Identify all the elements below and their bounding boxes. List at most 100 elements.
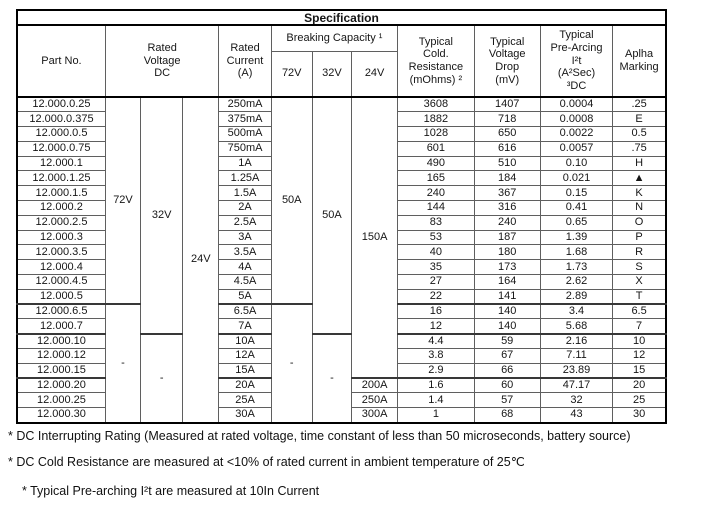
cold-resistance-cell: 12 [397, 318, 475, 335]
rated-current-cell: 250mA [218, 96, 272, 113]
pre-arcing-cell: 0.021 [539, 170, 614, 187]
alpha-marking-cell: 6.5 [612, 303, 667, 320]
rated-current-cell: 3A [218, 229, 272, 246]
pre-arcing-cell: 0.0057 [539, 140, 614, 157]
part-no-cell: 12.000.4 [16, 259, 106, 276]
rated-current-cell: 1A [218, 155, 272, 172]
cold-resistance-cell: 240 [397, 185, 475, 202]
cold-resistance-cell: 22 [397, 288, 475, 305]
cold-resistance-cell: 53 [397, 229, 475, 246]
cold-resistance-cell: 2.9 [397, 362, 475, 379]
table-header: Specification Part No. Rated Voltage DC … [16, 9, 667, 98]
pre-arcing-cell: 0.0004 [539, 96, 614, 113]
rated-current-cell: 4A [218, 259, 272, 276]
cold-resistance-cell: 3608 [397, 96, 475, 113]
footnote-cold-resistance: * DC Cold Resistance are measured at <10… [8, 455, 525, 469]
rated-current-cell: 3.5A [218, 244, 272, 261]
voltage-drop-cell: 173 [473, 259, 541, 276]
part-no-cell: 12.000.6.5 [16, 303, 106, 320]
specification-table: Specification Part No. Rated Voltage DC … [16, 9, 667, 424]
part-no-cell: 12.000.2 [16, 200, 106, 216]
footnote-interrupting-rating: * DC Interrupting Rating (Measured at ra… [8, 429, 631, 443]
header-rated-current: Rated Current (A) [218, 24, 272, 98]
rated-current-cell: 500mA [218, 126, 272, 142]
part-no-cell: 12.000.0.25 [16, 96, 106, 113]
cold-resistance-cell: 165 [397, 170, 475, 187]
table-row: 12.000.1 1A 490 510 0.10 H [16, 155, 667, 172]
table-row: 12.000.30 30A 300A 1 68 43 30 [16, 407, 667, 424]
voltage-drop-cell: 1407 [473, 96, 541, 113]
pre-arcing-cell: 2.89 [539, 288, 614, 305]
rated-voltage-72v-cell: - [104, 303, 142, 424]
table-row: 12.000.3.5 3.5A 40 180 1.68 R [16, 244, 667, 261]
voltage-drop-cell: 240 [473, 214, 541, 231]
pre-arcing-cell: 3.4 [539, 303, 614, 320]
pre-arcing-cell: 2.62 [539, 274, 614, 290]
voltage-drop-cell: 616 [473, 140, 541, 157]
header-breaking-32v: 32V [311, 50, 353, 98]
rated-current-cell: 25A [218, 392, 272, 409]
pre-arcing-cell: 47.17 [539, 377, 614, 394]
rated-current-cell: 20A [218, 377, 272, 394]
alpha-marking-cell: H [612, 155, 667, 172]
cold-resistance-cell: 35 [397, 259, 475, 276]
voltage-drop-cell: 316 [473, 200, 541, 216]
alpha-marking-cell: X [612, 274, 667, 290]
table-title-row: Specification [16, 9, 667, 26]
header-row-sub: 72V 32V 24V [17, 50, 666, 98]
voltage-drop-cell: 650 [473, 126, 541, 142]
pre-arcing-cell: 0.41 [539, 200, 614, 216]
part-no-cell: 12.000.30 [16, 407, 106, 424]
alpha-marking-cell: 12 [612, 348, 667, 364]
cold-resistance-cell: 490 [397, 155, 475, 172]
alpha-marking-cell: 15 [612, 362, 667, 379]
table-row: 12.000.4 4A 35 173 1.73 S [16, 259, 667, 276]
alpha-marking-cell: .75 [612, 140, 667, 157]
voltage-drop-cell: 140 [473, 303, 541, 320]
voltage-drop-cell: 718 [473, 111, 541, 128]
header-pre-arcing: Typical Pre-Arcing I²t (A²Sec) ³DC [539, 24, 614, 98]
table-row: 12.000.4.5 4.5A 27 164 2.62 X [16, 274, 667, 290]
part-no-cell: 12.000.7 [16, 318, 106, 335]
table-row: 12.000.1.25 1.25A 165 184 0.021 ▲ [16, 170, 667, 187]
rated-current-cell: 12A [218, 348, 272, 364]
rated-current-cell: 6.5A [218, 303, 272, 320]
alpha-marking-cell: E [612, 111, 667, 128]
voltage-drop-cell: 57 [473, 392, 541, 409]
pre-arcing-cell: 0.65 [539, 214, 614, 231]
rated-voltage-24v-cell: 24V [182, 96, 220, 424]
rated-current-cell: 30A [218, 407, 272, 424]
table-row: 12.000.2.5 2.5A 83 240 0.65 O [16, 214, 667, 231]
voltage-drop-cell: 187 [473, 229, 541, 246]
cold-resistance-cell: 1.4 [397, 392, 475, 409]
alpha-marking-cell: K [612, 185, 667, 202]
voltage-drop-cell: 164 [473, 274, 541, 290]
pre-arcing-cell: 2.16 [539, 332, 614, 350]
part-no-cell: 12.000.12 [16, 348, 106, 364]
table-row: 12.000.10 - 10A - 4.4 59 2.16 10 [16, 332, 667, 424]
rated-current-cell: 750mA [218, 140, 272, 157]
rated-current-cell: 375mA [218, 111, 272, 128]
header-voltage-drop: Typical Voltage Drop (mV) [473, 24, 541, 98]
spec-table-body: 12.000.0.25 72V 32V 24V 250mA 50A 50A 150A 3608 1… [16, 96, 667, 424]
pre-arcing-cell: 1.39 [539, 229, 614, 246]
part-no-cell: 12.000.1.5 [16, 185, 106, 202]
rated-current-cell: 4.5A [218, 274, 272, 290]
voltage-drop-cell: 510 [473, 155, 541, 172]
rated-current-cell: 2A [218, 200, 272, 216]
cold-resistance-cell: 83 [397, 214, 475, 231]
part-no-cell: 12.000.25 [16, 392, 106, 409]
cold-resistance-cell: 4.4 [397, 332, 475, 350]
cold-resistance-cell: 40 [397, 244, 475, 261]
part-no-cell: 12.000.1 [16, 155, 106, 172]
part-no-cell: 12.000.20 [16, 377, 106, 394]
alpha-marking-cell: T [612, 288, 667, 305]
header-breaking-24v: 24V [350, 50, 399, 98]
header-part-no: Part No. [16, 24, 106, 98]
rated-voltage-72v-cell: 72V [104, 96, 142, 305]
voltage-drop-cell: 367 [473, 185, 541, 202]
part-no-cell: 12.000.5 [16, 288, 106, 305]
pre-arcing-cell: 23.89 [539, 362, 614, 379]
alpha-marking-cell: 10 [612, 332, 667, 350]
rated-current-cell: 1.5A [218, 185, 272, 202]
